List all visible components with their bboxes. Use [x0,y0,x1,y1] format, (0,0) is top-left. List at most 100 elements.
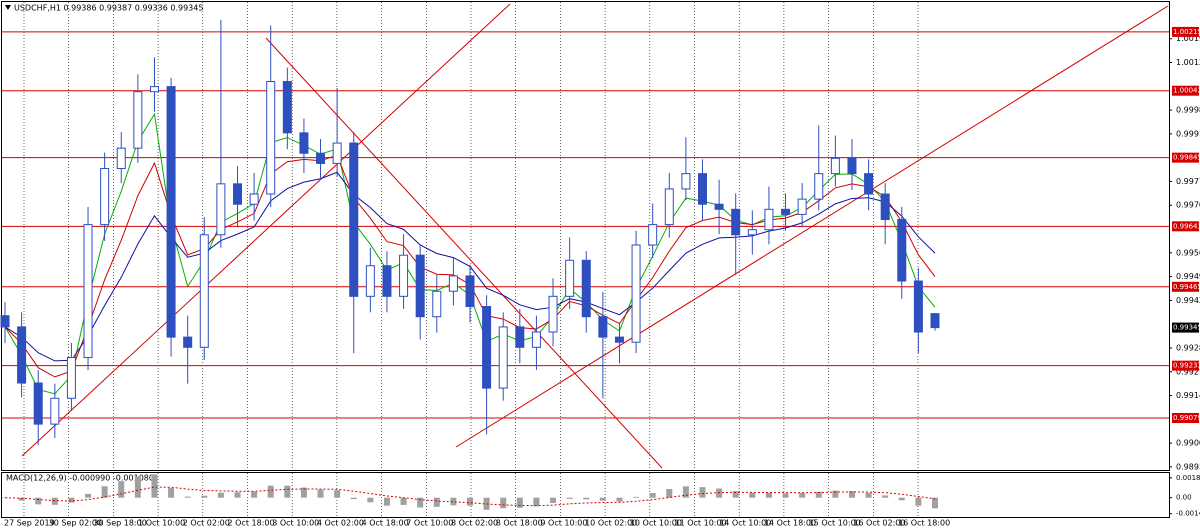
x-tick-label: 16 Oct 02:00 [853,519,905,528]
macd-bar [782,493,789,498]
candle-body [681,173,691,190]
candle-body [548,295,558,333]
candle-body [781,208,791,215]
indicator-y-tick-label: -0.00149 [1176,510,1200,518]
x-tick-label: 16 Oct 18:00 [898,519,950,528]
candle-body [764,208,774,231]
y-tick-label: 0.99425 [1176,296,1200,305]
macd-bar [151,474,158,498]
candle-body [648,224,658,246]
macd-bar [217,492,224,498]
candle-body [482,306,492,389]
y-tick-label: 1.00125 [1176,58,1200,67]
x-tick-label: 4 Oct 02:00 [317,519,364,528]
candle-body [0,315,10,328]
candle-body [33,382,43,425]
macd-bar [234,492,241,498]
level-label-box [1172,26,1199,37]
macd-bar [317,489,324,498]
y-tick-label: 1.00195 [1176,34,1200,43]
level-label: 0.99643 [1173,222,1200,230]
candle-body [282,81,292,134]
trend-line [265,37,663,469]
x-tick-label: 8 Oct 18:00 [496,519,543,528]
candle-body [316,152,326,164]
indicator-title: MACD(12,26,9) -0.000990 -0.001080 [6,474,154,483]
macd-bar [483,497,490,510]
macd-bar [35,497,42,505]
x-tick-label: 11 Oct 10:00 [675,519,727,528]
macd-bar [599,497,606,501]
macd-bar [85,493,92,498]
candle-body [216,183,226,236]
macd-bar [383,497,390,506]
candle-body [731,208,741,236]
x-tick-label: 30 Sep 18:00 [93,519,146,528]
level-label: 0.99465 [1173,283,1200,291]
y-tick-label: 0.99495 [1176,272,1200,281]
macd-bar [350,497,357,500]
macd-bar [815,491,822,498]
price-label: 0.99345 [1173,324,1200,332]
y-tick-label: 0.99915 [1176,129,1200,138]
candle-body [133,91,143,149]
macd-bar [566,497,573,499]
y-tick-label: 0.99005 [1176,439,1200,448]
y-tick-label: 0.98935 [1176,462,1200,471]
candle-body [797,198,807,215]
candle-body [598,316,608,338]
trend-line [21,3,511,457]
macd-bar [699,487,706,498]
macd-bar [898,497,905,501]
macd-bar [799,493,806,498]
candle-body [614,336,624,343]
macd-bar [168,487,175,498]
y-tick-label: 0.99215 [1176,367,1200,376]
macd-bar [284,485,291,498]
candle-body [747,229,757,236]
macd-bar [18,497,25,501]
macd-bar [134,476,141,498]
level-label-box [1172,360,1199,371]
x-tick-label: 27 Sep 2019 [4,519,55,528]
x-tick-label: 2 Oct 18:00 [228,519,275,528]
macd-bar [516,497,523,508]
indicator-y-tick-label: 0.00 [1176,494,1192,502]
level-label: 0.99233 [1173,362,1200,370]
macd-bar [749,492,756,498]
x-tick-label: 10 Oct 10:00 [630,519,682,528]
macd-bar [201,495,208,498]
macd-bar [832,490,839,498]
y-tick-label: 0.99285 [1176,343,1200,352]
candle-body [116,147,126,170]
collapse-arrow[interactable] [5,5,11,10]
macd-bar [400,497,407,505]
candle-body [399,254,409,297]
indicator-frame [1,472,1170,518]
candle-body [266,81,276,195]
macd-bar [433,497,440,507]
macd-bar [101,486,108,498]
candle-body [498,326,508,389]
macd-bar [533,497,540,507]
macd-bar [732,491,739,498]
candle-body [83,224,93,359]
macd-bar [633,496,640,498]
candle-body [166,86,176,338]
y-tick-label: 0.99775 [1176,177,1200,186]
candle-body [349,142,359,297]
candle-body [233,183,242,205]
macd-bar [583,497,590,500]
candle-body [814,173,824,200]
candle-body [17,326,27,384]
candle-body [531,331,541,348]
candle-body [299,132,309,154]
macd-bar [267,485,274,498]
chart-title: USDCHF,H1 0.99386 0.99387 0.99336 0.9934… [14,4,203,13]
candle-body [698,173,707,205]
candle-body [913,280,923,333]
y-tick-label: 0.99145 [1176,391,1200,400]
candle-body [199,234,209,348]
level-label: 1.00042 [1173,87,1200,95]
macd-bar [765,492,772,498]
